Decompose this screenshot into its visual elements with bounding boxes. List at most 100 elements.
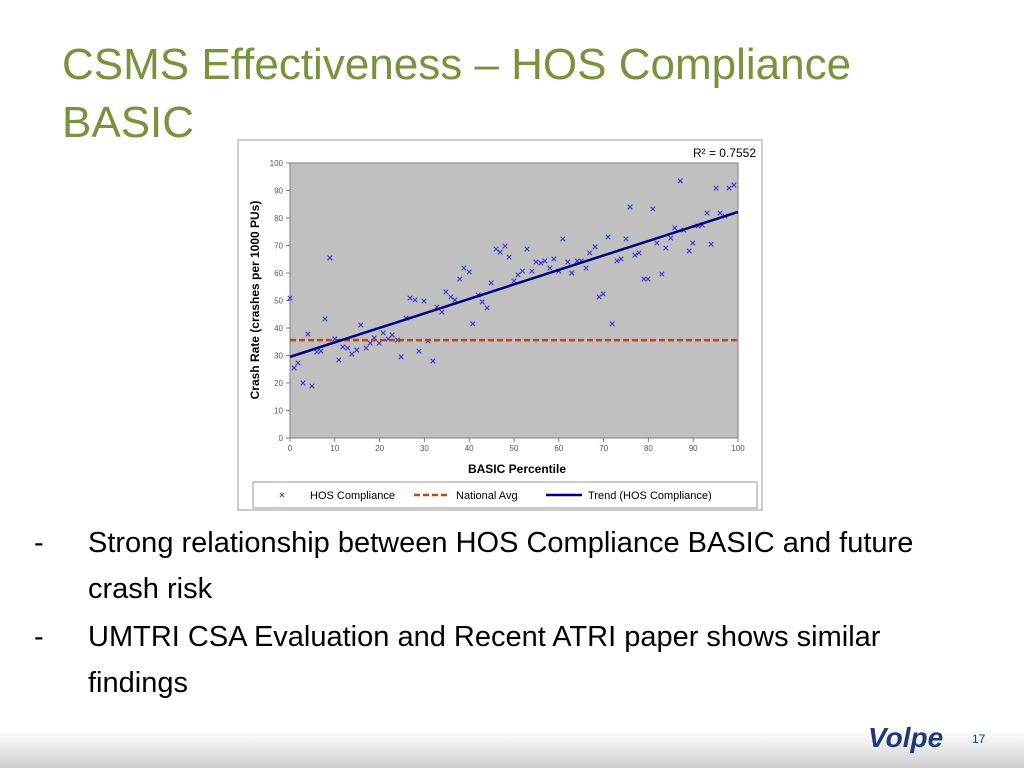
x-tick-label: 70 [599, 444, 608, 453]
legend-swatch [279, 492, 285, 498]
point [340, 344, 346, 350]
point [336, 357, 342, 363]
point [506, 254, 512, 260]
y-tick-label: 70 [274, 242, 283, 251]
y-tick-label: 30 [274, 352, 283, 361]
page-number: 17 [972, 732, 986, 746]
point [569, 270, 575, 276]
point [609, 321, 615, 327]
x-tick-label: 100 [731, 444, 745, 453]
point [511, 278, 517, 284]
point [592, 244, 598, 250]
point [650, 206, 656, 212]
point [389, 332, 395, 338]
x-tick-label: 50 [510, 444, 519, 453]
point [677, 178, 683, 184]
x-tick-label: 80 [644, 444, 653, 453]
y-tick-label: 80 [274, 214, 283, 223]
point [614, 258, 620, 264]
point [708, 241, 714, 247]
point [398, 354, 404, 360]
point [659, 271, 665, 277]
bullet: - UMTRI CSA Evaluation and Recent ATRI pa… [34, 614, 954, 706]
logo: Volpe [868, 722, 944, 753]
point [493, 246, 499, 252]
point [654, 240, 660, 246]
point [542, 258, 548, 264]
point [533, 259, 539, 265]
x-tick-label: 10 [330, 444, 339, 453]
point [376, 340, 382, 346]
x-tick-label: 0 [288, 444, 293, 453]
point [529, 268, 535, 274]
point [524, 246, 530, 252]
point [416, 348, 422, 354]
point [345, 345, 351, 351]
bullet-marker: - [34, 527, 44, 559]
point [560, 236, 566, 242]
y-tick-label: 20 [274, 379, 283, 388]
point [484, 305, 490, 311]
point [565, 259, 571, 265]
y-tick-label: 0 [279, 434, 284, 443]
point [318, 348, 324, 354]
point [349, 351, 355, 357]
y-tick-label: 50 [274, 297, 283, 306]
point [551, 256, 557, 262]
point [538, 260, 544, 266]
point [448, 294, 454, 300]
y-tick-label: 90 [274, 187, 283, 196]
point [645, 276, 651, 282]
point [287, 295, 293, 301]
point [623, 236, 629, 242]
footer-band [0, 730, 1024, 768]
bullet-text: Strong relationship between HOS Complian… [88, 527, 914, 605]
y-tick-label: 60 [274, 269, 283, 278]
x-axis-title: BASIC Percentile [468, 462, 566, 476]
point [519, 268, 526, 274]
point [443, 289, 449, 295]
slide-title: CSMS Effectiveness – HOS Compliance BASI… [62, 36, 851, 152]
point [457, 276, 463, 282]
point [632, 252, 638, 258]
point [322, 316, 328, 322]
point [300, 380, 306, 386]
point [439, 309, 445, 315]
point [641, 276, 647, 282]
legend-label: HOS Compliance [310, 490, 395, 502]
legend-label: Trend (HOS Compliance) [588, 490, 712, 502]
point [407, 295, 413, 301]
point [466, 269, 472, 275]
point [470, 321, 476, 327]
title-line: BASIC [62, 98, 195, 147]
point [668, 235, 674, 241]
point [618, 256, 624, 262]
point [690, 240, 696, 246]
point [291, 365, 297, 371]
x-tick-label: 40 [465, 444, 474, 453]
point [394, 337, 401, 343]
point [583, 265, 589, 271]
x-tick-label: 90 [689, 444, 698, 453]
point [672, 225, 678, 231]
title-line: CSMS Effectiveness – HOS Compliance [62, 40, 852, 89]
point [713, 185, 719, 191]
point [600, 291, 606, 297]
point [309, 383, 315, 389]
annotation: R² = 0.7552 [693, 146, 756, 160]
point [363, 345, 369, 351]
x-tick-label: 20 [375, 444, 384, 453]
point [452, 297, 458, 303]
point [305, 331, 311, 337]
bullet-text: UMTRI CSA Evaluation and Recent ATRI pap… [88, 621, 881, 699]
point [461, 265, 467, 271]
point [726, 185, 732, 191]
point [367, 340, 373, 346]
point [497, 249, 503, 255]
y-axis-title: Crash Rate (crashes per 1000 PUs) [248, 201, 262, 400]
point [605, 234, 611, 240]
x-tick-label: 30 [420, 444, 429, 453]
x-tick-label: 60 [554, 444, 563, 453]
